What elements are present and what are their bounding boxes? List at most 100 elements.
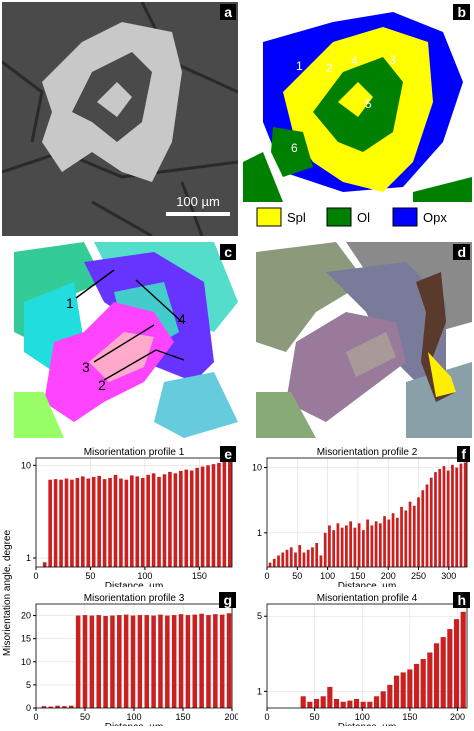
x-axis-label: Distance, µm	[105, 722, 164, 726]
bar	[206, 465, 210, 567]
bar	[213, 614, 218, 708]
bar	[130, 615, 136, 708]
x-tick-label: 250	[411, 571, 426, 581]
bar	[184, 469, 189, 567]
bar	[157, 476, 161, 567]
bar	[97, 475, 101, 567]
x-tick-label: 150	[402, 712, 417, 722]
x-tick-label: 150	[175, 712, 190, 722]
bar	[146, 474, 150, 567]
bar	[119, 478, 123, 567]
bse-image: 100 µm	[1, 1, 239, 238]
bar	[59, 479, 63, 567]
bar	[420, 659, 426, 708]
panel-c: 1 2 3 4 c	[14, 242, 238, 438]
bar	[380, 691, 386, 708]
bar	[378, 523, 382, 567]
profile-label: 2	[98, 377, 106, 393]
panel-a: 100 µm a	[1, 1, 239, 238]
y-tick-label: 10	[252, 463, 262, 473]
bar	[323, 532, 327, 567]
bar	[64, 478, 69, 567]
chart-title: Misorientation profile 1	[84, 447, 185, 458]
x-tick-label: 200	[381, 571, 396, 581]
y-tick-label: 1	[257, 686, 262, 696]
grain-label: 5	[365, 97, 372, 111]
phase-map: 1 2 3 4 5 6 Spl Ol Opx	[243, 2, 472, 227]
bar	[272, 558, 276, 567]
bar	[387, 684, 393, 708]
bar	[407, 669, 413, 708]
bar	[395, 517, 399, 567]
x-tick-label: 50	[310, 712, 320, 722]
x-tick-label: 100	[320, 571, 335, 581]
bar	[103, 616, 108, 708]
bar	[268, 562, 272, 567]
legend-label: Ol	[357, 210, 370, 225]
bar	[110, 615, 115, 708]
bar	[349, 521, 353, 567]
bar	[165, 615, 170, 708]
bar	[417, 497, 420, 567]
bar	[144, 615, 149, 708]
bar	[178, 614, 184, 708]
bar	[222, 460, 227, 567]
panel-tag: b	[453, 4, 470, 20]
bar	[302, 552, 306, 567]
bar	[192, 614, 198, 708]
x-tick-label: 300	[441, 571, 456, 581]
profile-label: 1	[66, 295, 74, 311]
bar	[96, 615, 101, 708]
x-tick-label: 50	[85, 571, 95, 581]
bar	[41, 706, 47, 708]
chart-title: Misorientation profile 4	[317, 593, 418, 604]
bar	[42, 562, 47, 567]
bar	[117, 615, 122, 708]
panel-tag: f	[457, 446, 470, 462]
bar	[425, 484, 429, 567]
bar	[70, 479, 74, 567]
y-tick-label: 5	[26, 680, 31, 690]
bar	[427, 652, 433, 708]
chart-g-svg: Misorientation profile 3 0 50 100 150 200 0 5 10…	[21, 593, 240, 731]
chart-title: Misorientation profile 3	[84, 593, 185, 604]
bar	[438, 468, 442, 567]
bar	[55, 705, 60, 708]
plot-frame	[266, 457, 468, 568]
y-tick-label: 10	[21, 460, 31, 470]
bar	[289, 547, 293, 567]
bar	[91, 476, 96, 567]
x-axis-label: Distance, µm	[338, 581, 397, 587]
y-tick-label: 1	[257, 528, 262, 538]
bar	[413, 663, 420, 708]
bar	[347, 700, 353, 708]
bar	[171, 615, 177, 708]
bar	[345, 525, 348, 567]
bar	[421, 490, 425, 567]
scale-label: 100 µm	[176, 194, 220, 209]
bar	[373, 696, 380, 708]
y-tick-label: 10	[21, 657, 31, 667]
legend-label: Spl	[287, 210, 306, 225]
bar	[219, 614, 225, 708]
chart-f-svg: Misorientation profile 2 0 50 100 150 200 250 3…	[252, 447, 468, 592]
bar	[451, 464, 454, 567]
bar	[102, 479, 107, 567]
chart-h-svg: Misorientation profile 4 0 50 100 150 200 1 5 Di…	[257, 593, 468, 731]
x-tick-label: 200	[450, 712, 465, 722]
bar	[285, 549, 289, 567]
bar	[306, 549, 310, 567]
y-tick-label: 0	[26, 703, 31, 713]
x-tick-label: 0	[33, 712, 38, 722]
x-tick-label: 150	[350, 571, 365, 581]
bar	[48, 479, 52, 567]
bar	[130, 475, 134, 567]
bar	[158, 614, 163, 708]
bar	[383, 516, 386, 567]
bar	[361, 530, 365, 567]
bar	[75, 478, 80, 567]
bar	[82, 615, 88, 708]
shared-ylabel: Misorientation angle, degree	[2, 529, 13, 656]
x-tick-label: 0	[264, 712, 269, 722]
x-tick-label: 0	[264, 571, 269, 581]
